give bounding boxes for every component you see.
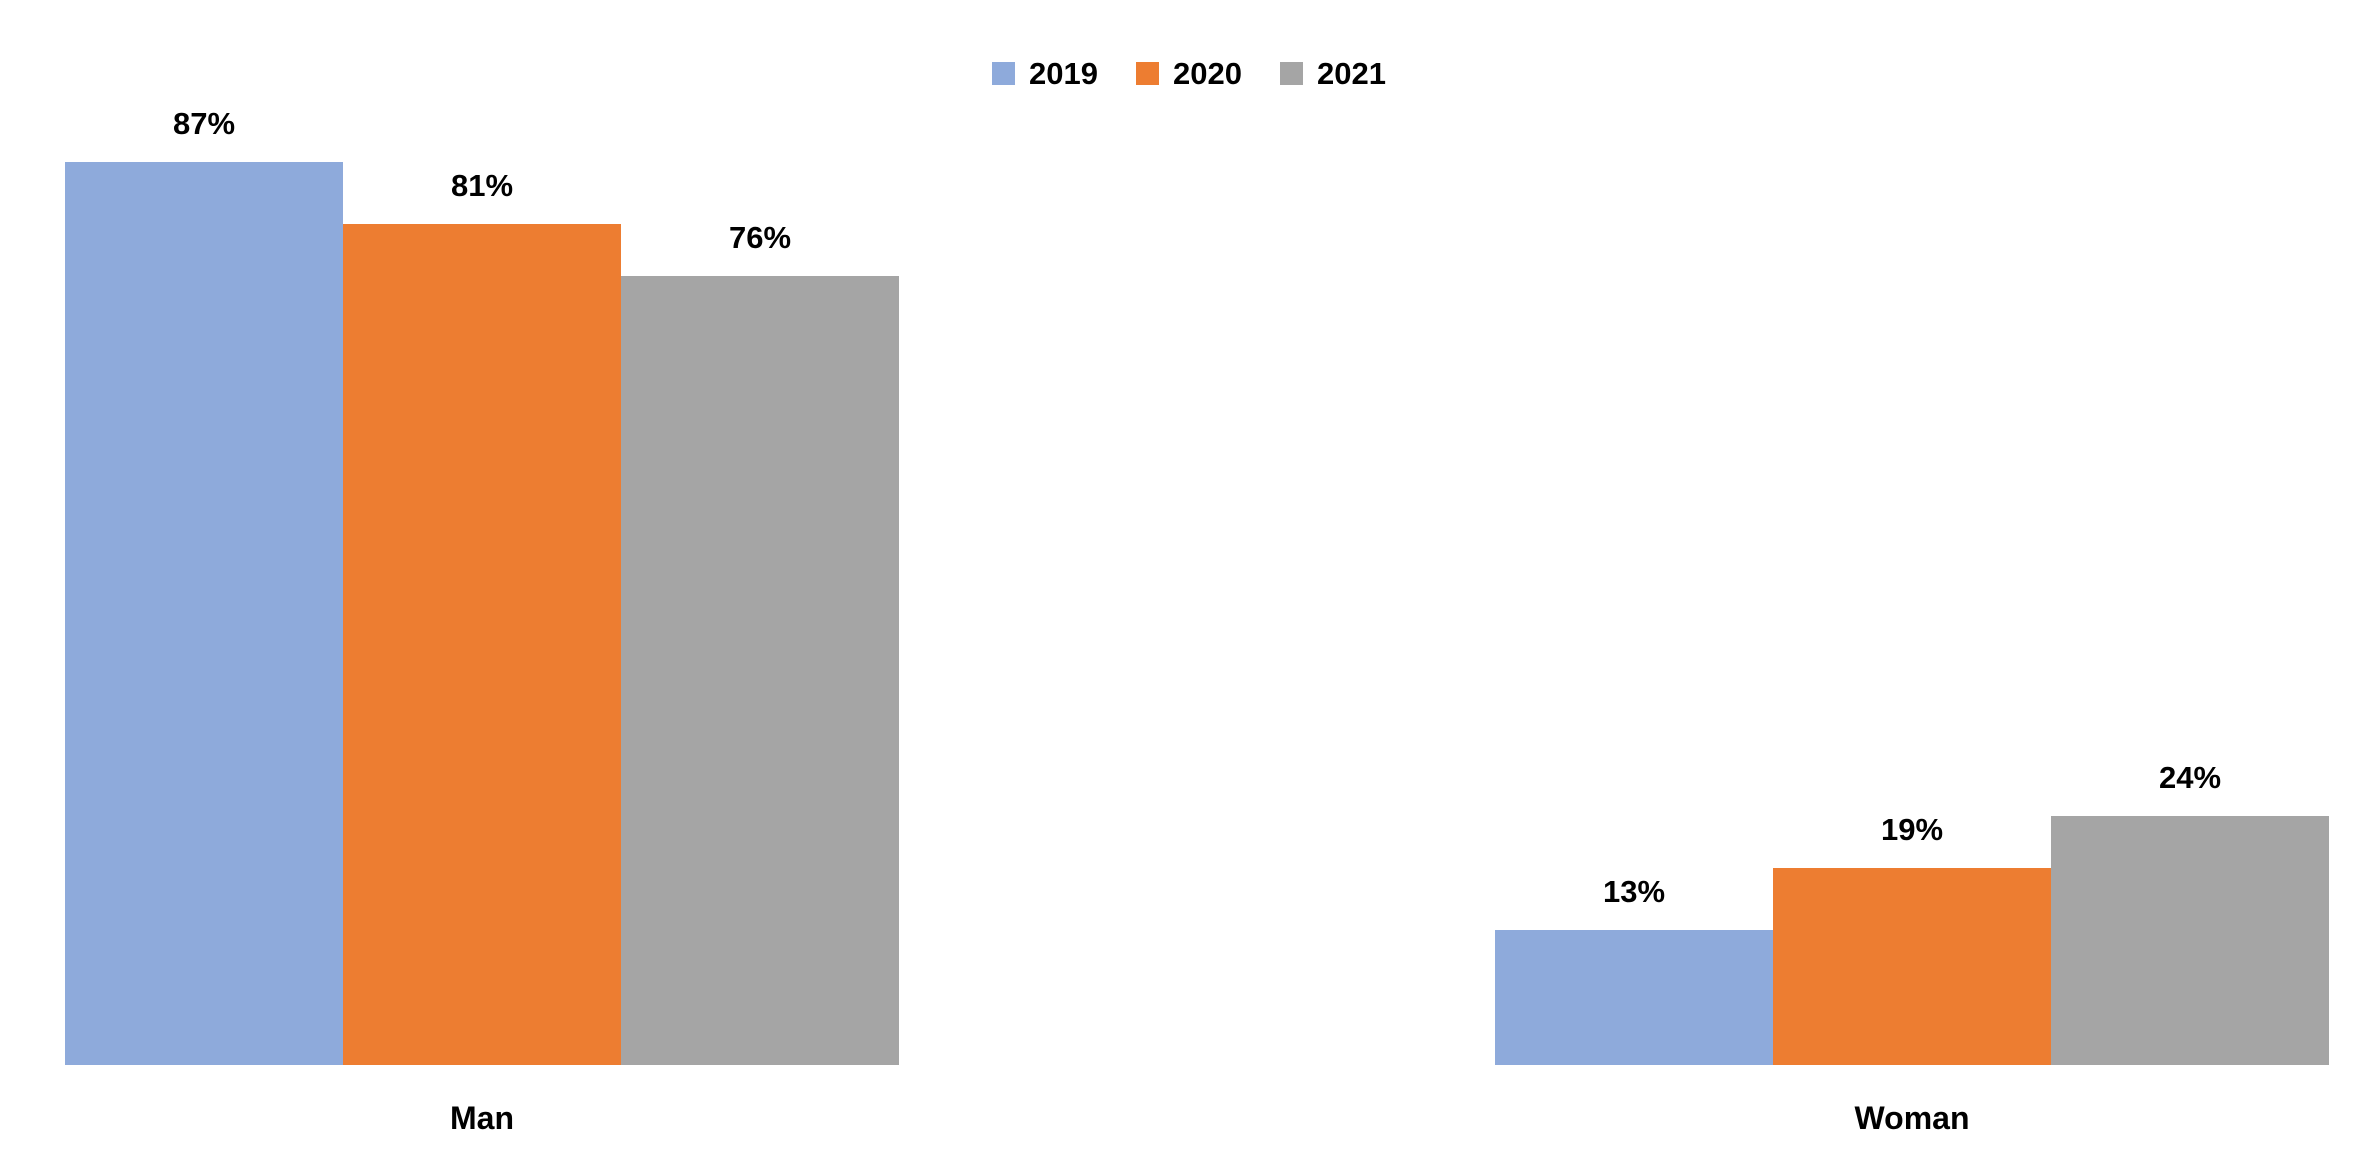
chart-legend: 2019 2020 2021 [0,58,2378,89]
legend-swatch-2021 [1279,62,1303,85]
bar-woman-2020 [1773,868,2051,1065]
data-label-woman-2019: 13% [1602,874,1666,909]
category-label-woman: Woman [1854,1100,1970,1136]
bar-man-2019 [65,162,343,1065]
data-label-man-2020: 81% [450,168,514,203]
legend-label: 2021 [1316,56,1386,91]
bar-man-2021 [621,276,899,1065]
bar-man-2020 [343,224,621,1065]
legend-item-2020: 2020 [1136,58,1242,89]
legend-label: 2019 [1029,56,1099,91]
legend-item-2019: 2019 [992,58,1098,89]
data-label-man-2021: 76% [728,220,792,255]
category-label-man: Man [450,1100,514,1136]
bar-woman-2021 [2051,816,2329,1065]
data-label-woman-2021: 24% [2158,760,2222,795]
bar-woman-2019 [1495,930,1773,1065]
legend-swatch-2019 [992,62,1016,85]
legend-label: 2020 [1173,56,1242,91]
legend-swatch-2020 [1136,62,1160,85]
data-label-woman-2020: 19% [1880,812,1944,847]
legend-item-2021: 2021 [1279,56,1386,91]
data-label-man-2019: 87% [172,106,236,141]
